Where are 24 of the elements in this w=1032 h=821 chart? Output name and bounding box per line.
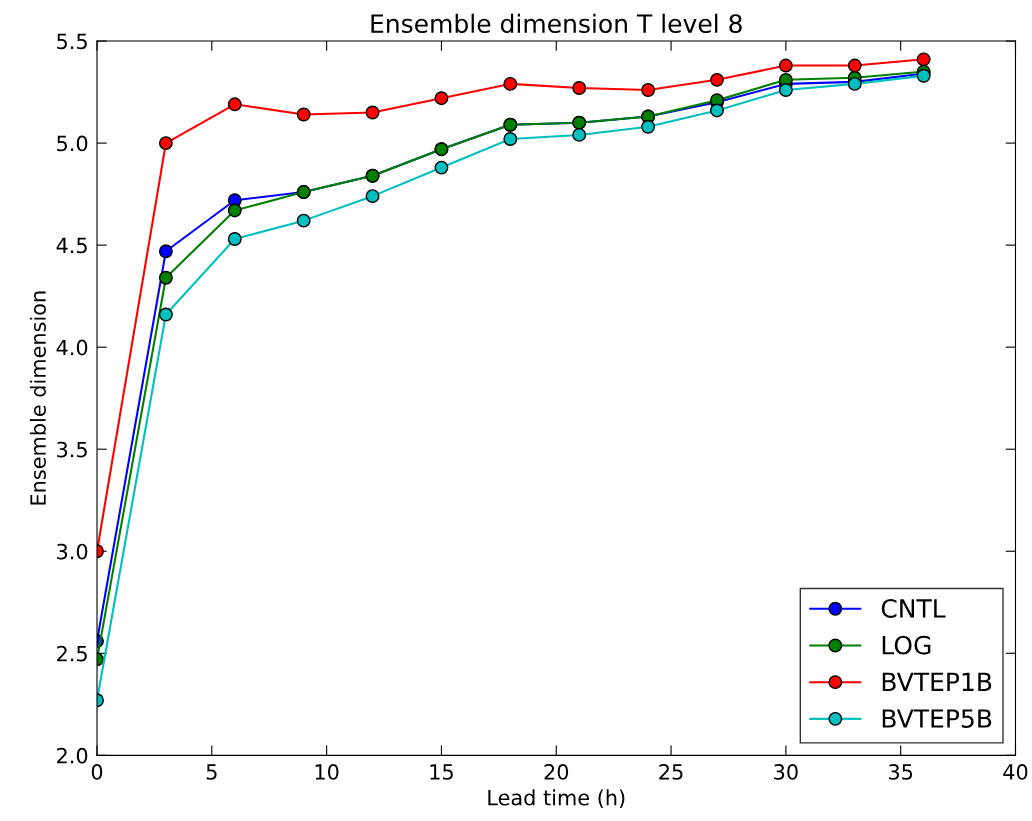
x-tick-label: 0 (91, 764, 103, 780)
x-axis-title: Lead time (h) (488, 789, 625, 808)
y-axis-title: Ensemble dimension (29, 291, 46, 505)
y-tick-label: 5.0 (57, 135, 88, 152)
x-tick-label: 35 (889, 764, 913, 780)
y-tick-label: 5.5 (57, 33, 87, 50)
x-tick-label: 40 (1003, 764, 1028, 780)
x-tick-label: 5 (206, 764, 217, 780)
legend-label: BVTEP1B (882, 672, 992, 691)
x-tick-label: 10 (315, 764, 339, 780)
y-tick-label: 4.0 (56, 339, 88, 356)
y-tick-label: 2.5 (57, 645, 87, 662)
legend-label: CNTL (881, 598, 946, 618)
y-tick-label: 4.5 (56, 237, 87, 254)
x-tick-label: 15 (430, 764, 453, 780)
y-tick-label: 2.0 (57, 747, 88, 764)
x-tick-label: 20 (544, 764, 569, 780)
x-tick-label: 30 (774, 764, 798, 780)
legend-label: LOG (882, 635, 931, 655)
x-tick-label: 25 (659, 764, 683, 780)
y-tick-label: 3.5 (57, 441, 87, 458)
chart-title: Ensemble dimension T level 8 (371, 13, 742, 34)
y-tick-label: 3.0 (57, 543, 88, 560)
legend-label: BVTEP5B (882, 709, 992, 728)
